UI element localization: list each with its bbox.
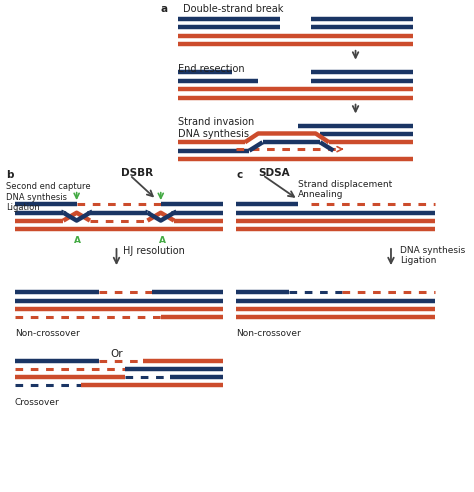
Text: c: c	[236, 170, 242, 180]
Text: a: a	[161, 4, 168, 14]
Text: Non-crossover: Non-crossover	[236, 329, 301, 338]
Text: DSBR: DSBR	[121, 168, 153, 178]
Text: A: A	[74, 236, 82, 245]
Text: Crossover: Crossover	[15, 398, 59, 407]
Text: A: A	[158, 236, 165, 245]
Text: Or: Or	[110, 349, 123, 359]
Text: Double-strand break: Double-strand break	[183, 4, 283, 14]
Text: Strand invasion
DNA synthesis: Strand invasion DNA synthesis	[179, 117, 255, 139]
Text: Second end capture
DNA synthesis
Ligation: Second end capture DNA synthesis Ligatio…	[6, 183, 91, 212]
Text: SDSA: SDSA	[258, 168, 290, 178]
Text: Strand displacement
Annealing: Strand displacement Annealing	[298, 180, 392, 199]
Text: HJ resolution: HJ resolution	[123, 246, 185, 256]
Text: End resection: End resection	[179, 63, 245, 73]
Text: DNA synthesis
Ligation: DNA synthesis Ligation	[400, 246, 465, 265]
Text: b: b	[6, 170, 13, 180]
Text: Non-crossover: Non-crossover	[15, 329, 80, 338]
